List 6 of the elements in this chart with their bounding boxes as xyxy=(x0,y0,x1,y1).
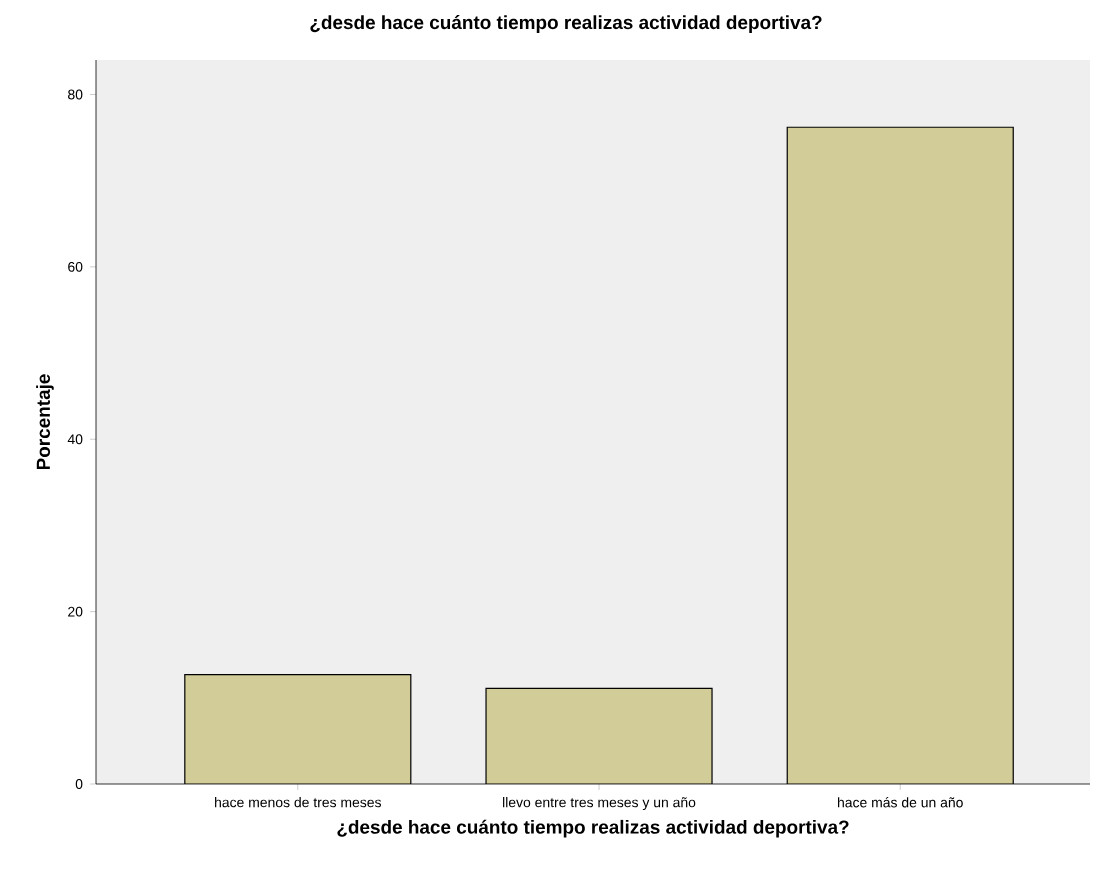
bar xyxy=(786,126,1014,784)
bar xyxy=(486,688,713,784)
y-axis-title: Porcentaje xyxy=(36,374,54,470)
chart-title: ¿desde hace cuánto tiempo realizas actividad deportiva? xyxy=(310,15,822,33)
bar xyxy=(184,674,411,784)
x-axis-title: ¿desde hace cuánto tiempo realizas actividad deportiva? xyxy=(337,819,849,838)
